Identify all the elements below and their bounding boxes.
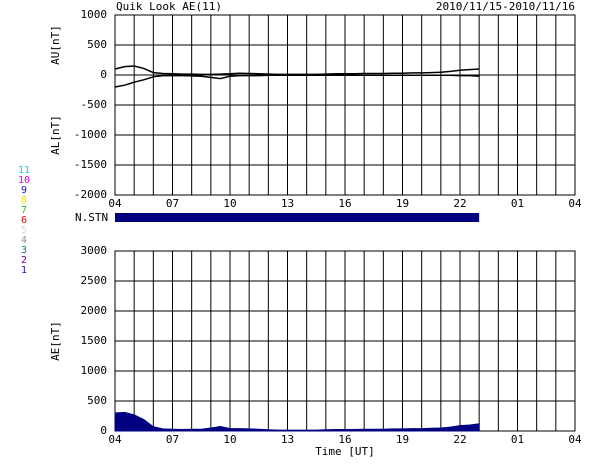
stations-label: N.STN <box>75 211 108 224</box>
station-number: 3 <box>21 245 27 256</box>
x-tick-label: 22 <box>453 433 466 446</box>
x-tick-label: 19 <box>396 197 409 210</box>
y-tick-label: 500 <box>87 394 107 407</box>
x-tick-label: 04 <box>108 433 122 446</box>
y-tick-label: -500 <box>81 98 108 111</box>
chart-title: Quik Look AE(11) <box>116 0 222 13</box>
x-tick-label: 10 <box>223 197 236 210</box>
y-tick-label: 2000 <box>81 304 108 317</box>
x-tick-label: 22 <box>453 197 466 210</box>
y-label: AE[nT] <box>49 321 62 361</box>
date-range: 2010/11/15-2010/11/16 <box>436 0 575 13</box>
x-tick-label: 07 <box>166 433 179 446</box>
station-number: 5 <box>21 225 27 236</box>
x-tick-label: 13 <box>281 197 294 210</box>
station-number: 2 <box>21 255 27 266</box>
stations-bar <box>115 213 480 222</box>
x-tick-label: 04 <box>108 197 122 210</box>
y-tick-label: 0 <box>100 424 107 437</box>
x-tick-label: 16 <box>338 433 351 446</box>
station-number: 8 <box>21 195 27 206</box>
x-tick-label: 13 <box>281 433 294 446</box>
x-tick-label: 04 <box>568 197 582 210</box>
station-number: 10 <box>18 175 30 186</box>
line <box>114 74 480 88</box>
y-tick-label: -1000 <box>74 128 107 141</box>
area <box>114 411 480 432</box>
y-tick-label: 0 <box>100 68 107 81</box>
y-label: AU[nT] <box>49 25 62 65</box>
station-number: 9 <box>21 185 27 196</box>
y-tick-label: 500 <box>87 38 107 51</box>
y-label: AL[nT] <box>49 115 62 155</box>
x-tick-label: 19 <box>396 433 409 446</box>
y-tick-label: 2500 <box>81 274 108 287</box>
y-tick-label: 3000 <box>81 244 108 257</box>
x-tick-label: 07 <box>166 197 179 210</box>
station-number: 11 <box>18 165 30 176</box>
x-label: Time [UT] <box>315 445 375 458</box>
station-number: 4 <box>21 235 27 246</box>
y-tick-label: 1000 <box>81 364 108 377</box>
line <box>114 65 480 76</box>
y-tick-label: 1000 <box>81 8 108 21</box>
y-tick-label: -2000 <box>74 188 107 201</box>
x-tick-label: 01 <box>511 197 524 210</box>
x-tick-label: 10 <box>223 433 236 446</box>
y-tick-label: 1500 <box>81 334 108 347</box>
station-number: 7 <box>21 205 27 216</box>
x-tick-label: 01 <box>511 433 524 446</box>
x-tick-label: 16 <box>338 197 351 210</box>
x-tick-label: 04 <box>568 433 582 446</box>
station-number: 6 <box>21 215 27 226</box>
y-tick-label: -1500 <box>74 158 107 171</box>
station-number: 1 <box>21 265 27 276</box>
